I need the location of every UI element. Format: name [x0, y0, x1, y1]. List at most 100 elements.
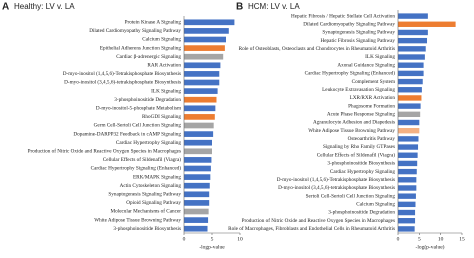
bar: [398, 29, 428, 36]
category-label: D-myo-inositol-5-phosphate Metabolism: [96, 105, 181, 111]
bar: [398, 78, 423, 85]
bar: [184, 96, 217, 103]
category-label: Molecular Mechanisms of Cancer: [111, 208, 182, 215]
category-label: ILK Signaling: [365, 54, 395, 60]
bar: [184, 71, 220, 77]
category-label: Germ Cell-Sertoli Cell Junction Signalin…: [94, 123, 182, 129]
chart-title: HCM: LV v. LA: [248, 2, 300, 11]
bar: [184, 105, 216, 112]
bar: [398, 209, 416, 216]
category-label: 3-phosphoinositide Biosynthesis: [113, 226, 181, 232]
bar: [398, 21, 456, 27]
panel-label: A: [2, 2, 9, 13]
bar: [398, 185, 417, 191]
bar: [184, 28, 229, 34]
category-label: Leukocyte Extravasation Signaling: [322, 87, 395, 93]
bar: [184, 148, 212, 155]
x-axis-label: -logp-value: [199, 244, 225, 250]
category-label: Cellular Effects of Sildenafil (Viagra): [103, 156, 182, 163]
category-label: Opioid Signaling Pathway: [126, 200, 181, 206]
category-label: Dilated Cardiomyopathy Signaling Pathway: [303, 21, 395, 27]
x-tick-label: 10: [237, 236, 243, 242]
bar: [184, 157, 212, 163]
category-label: Role of Osteoblasts, Osteoclasts and Cho…: [239, 45, 395, 52]
bar: [184, 182, 210, 189]
bar: [184, 36, 226, 43]
category-label: LXR/RXR Activation: [350, 95, 396, 101]
category-label: Complement System: [352, 79, 395, 85]
bar: [184, 114, 215, 120]
bar: [398, 62, 424, 68]
bar: [184, 79, 220, 86]
category-label: Actin Cytoskeleton Signaling: [120, 183, 182, 189]
category-label: Signaling by Rho Family GTPases: [323, 144, 395, 150]
bar: [184, 165, 211, 172]
category-label: Dilated Cardiomyopathy Signaling Pathway: [89, 28, 181, 34]
bar: [398, 111, 421, 118]
category-label: Agranulocyte Adhesion and Diapedesis: [313, 120, 395, 126]
category-label: Hepatic Fibrosis / Hepatic Stellate Cell…: [291, 13, 395, 19]
bar: [184, 45, 225, 51]
category-label: Calcium Signaling: [356, 202, 395, 208]
bar: [184, 191, 210, 198]
category-label: Cardiac Hypertrophy Signaling: [116, 140, 182, 146]
bar: [184, 19, 235, 26]
category-label: White Adipose Tissue Browning Pathway: [94, 217, 181, 223]
category-label: Production of Nitric Oxide and Reactive …: [28, 147, 181, 154]
category-label: Role of Macrophages, Fibroblasts and End…: [228, 225, 395, 232]
x-tick-label: 10: [438, 236, 444, 242]
category-label: Osteoarthritis Pathway: [348, 136, 396, 142]
chart-title: Healthy: LV v. LA: [14, 2, 75, 11]
bar: [184, 225, 208, 232]
category-label: Cardiac Hypertrophy Signaling: [330, 169, 396, 175]
bar: [398, 119, 420, 126]
category-label: White Adipose Tissue Browning Pathway: [308, 128, 395, 134]
x-tick-label: 5: [211, 236, 214, 242]
bar: [398, 103, 421, 109]
x-tick-label: 15: [459, 236, 465, 242]
x-tick-label: 5: [418, 236, 421, 242]
bar: [398, 87, 422, 93]
bar: [184, 174, 211, 180]
category-label: Synaptogenesis Signaling Pathway: [322, 30, 395, 36]
category-label: Protein Kinase A Signaling: [125, 19, 182, 25]
x-axis-label: -log(p-value): [415, 243, 444, 250]
bar: [398, 226, 415, 232]
category-label: Dopamine-DARPP32 Feedback in cAMP Signal…: [73, 131, 181, 137]
bar: [184, 88, 218, 94]
bar: [184, 200, 210, 206]
category-label: Cardiac β-adrenergic Signaling: [116, 54, 181, 60]
bar: [398, 218, 416, 224]
category-label: RAR Activation: [147, 62, 181, 68]
category-label: 3-phosphoinositide Degradation: [328, 210, 395, 216]
bar: [184, 208, 209, 215]
bar: [398, 54, 425, 60]
bar: [184, 131, 214, 137]
category-label: D-myo-inositol (3,4,5,6)-tetrakisphospha…: [278, 184, 395, 191]
bar: [398, 168, 417, 175]
bar: [398, 13, 428, 19]
category-label: Phagosome Formation: [348, 103, 395, 109]
category-label: Cardiac Hypertrophy Signaling (Enhanced): [91, 165, 182, 172]
category-label: 3-phosphoinositide Biosynthesis: [327, 161, 395, 167]
panel-label: B: [236, 2, 243, 13]
bar: [398, 160, 418, 167]
category-label: D-myo-inositol (1,4,5,6)-Tetrakisphospha…: [277, 176, 395, 183]
bar: [398, 37, 428, 44]
category-label: Calcium Signaling: [142, 37, 181, 43]
x-tick-label: 0: [397, 236, 400, 242]
bar: [398, 127, 420, 134]
bar: [398, 193, 416, 199]
category-label: Acute Phase Response Signaling: [327, 112, 396, 118]
bar: [398, 152, 418, 158]
x-tick-label: 0: [183, 236, 186, 242]
category-label: Cardiac Hypertrophy Signaling (Enhanced): [305, 70, 396, 77]
category-label: Cellular Effects of Sildenafil (Viagra): [317, 151, 396, 158]
category-label: D-myo-inositol (1,4,5,6)-Tetrakisphospha…: [63, 70, 181, 77]
bar: [398, 177, 417, 183]
bar: [184, 62, 221, 69]
category-label: Hepatic Fibrosis Signaling Pathway: [321, 38, 396, 44]
bar: [398, 46, 426, 52]
category-label: D-myo-inositol (3,4,5,6)-tetrakisphospha…: [64, 79, 181, 86]
